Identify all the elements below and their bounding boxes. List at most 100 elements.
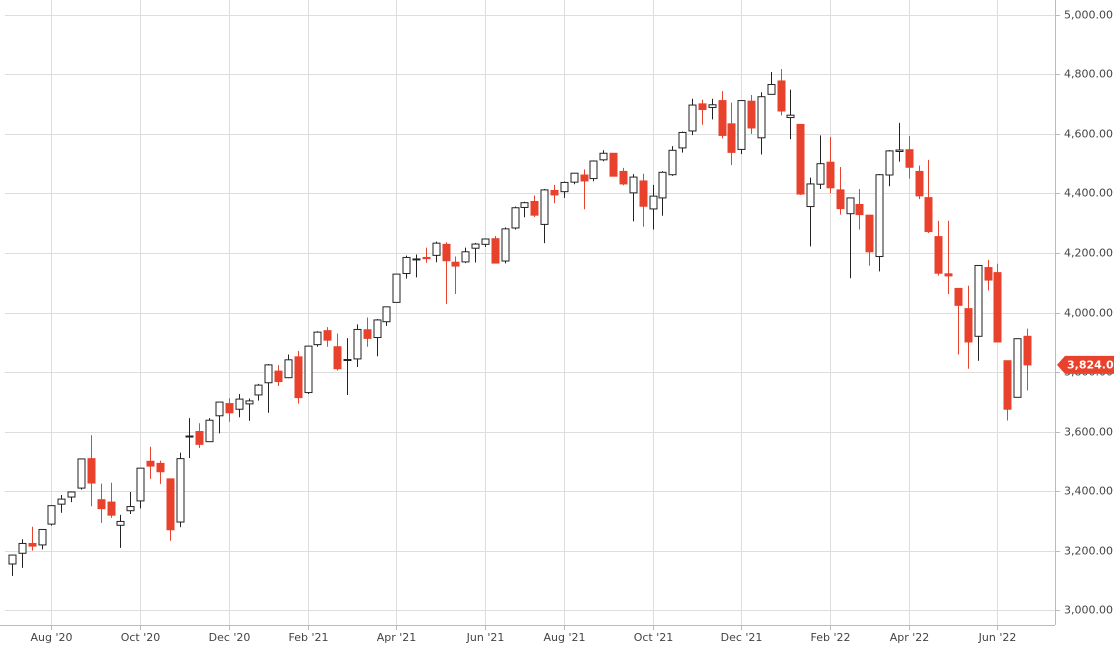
candle-body — [156, 462, 165, 473]
candle-body — [166, 478, 175, 531]
candle-body — [185, 435, 194, 438]
candle-body — [195, 431, 204, 445]
candle-body — [589, 160, 598, 180]
candle-body — [77, 458, 86, 489]
candle-body — [481, 238, 490, 245]
candle-body — [826, 161, 835, 189]
candle-body — [461, 251, 470, 263]
candle-body — [323, 330, 332, 341]
candle-body — [1023, 335, 1032, 366]
candle-body — [698, 103, 707, 111]
candle-body — [294, 356, 303, 399]
candle-body — [924, 197, 933, 233]
candle-body — [471, 243, 480, 249]
candle-body — [1013, 338, 1022, 398]
candle-body — [540, 189, 549, 225]
candle-body — [530, 200, 539, 216]
candle-body — [905, 149, 914, 168]
candle-body — [353, 328, 362, 360]
candle-body — [373, 319, 382, 339]
candle-body — [786, 114, 795, 119]
candle-body — [737, 100, 746, 150]
candle-body — [767, 84, 776, 95]
candle-body — [491, 238, 500, 264]
last-price-tag — [1057, 355, 1114, 374]
candle-body — [708, 104, 717, 108]
candle-body — [865, 214, 874, 253]
candle-body — [333, 346, 342, 370]
candle-body — [915, 170, 924, 197]
candle-body — [688, 104, 697, 132]
y-tick-label: 4,200.00 — [1064, 247, 1113, 260]
last-price-label: 3,824.00 — [1067, 358, 1117, 371]
candle-body — [57, 498, 66, 505]
candle-body — [639, 180, 648, 207]
candle-body — [205, 419, 214, 443]
candle-body — [254, 384, 263, 396]
x-tick-label: Oct '21 — [634, 631, 674, 644]
candle-body — [599, 152, 608, 161]
candle-body — [944, 273, 953, 277]
x-tick-label: Apr '21 — [377, 631, 417, 644]
candle-body — [520, 202, 529, 208]
candle-body — [718, 100, 727, 136]
candle-body — [964, 308, 973, 343]
candle-body — [580, 174, 589, 182]
x-tick-label: Jun '21 — [466, 631, 505, 644]
y-tick-label: 5,000.00 — [1064, 9, 1113, 22]
candle-body — [974, 264, 983, 337]
candle-body — [934, 236, 943, 274]
candle-body — [619, 170, 628, 185]
candle-body — [806, 183, 815, 208]
x-tick-label: Aug '20 — [31, 631, 73, 644]
x-tick-label: Apr '22 — [890, 631, 930, 644]
candle-body — [560, 181, 569, 193]
candle-body — [777, 80, 786, 112]
candle-body — [313, 331, 322, 346]
candle-body — [116, 520, 125, 526]
candle-body — [629, 176, 638, 194]
y-tick-label: 4,600.00 — [1064, 128, 1113, 141]
candle-body — [107, 501, 116, 516]
candle-body — [235, 398, 244, 410]
candle-body — [402, 256, 411, 275]
candle-body — [274, 370, 283, 383]
y-tick-label: 3,600.00 — [1064, 426, 1113, 439]
candle-body — [550, 189, 559, 196]
candle-body — [28, 542, 37, 547]
candle-body — [412, 258, 421, 261]
y-tick-label: 4,000.00 — [1064, 307, 1113, 320]
candle-body — [176, 458, 185, 523]
candle-body — [245, 400, 254, 405]
candle-body — [570, 172, 579, 183]
x-tick-label: Feb '21 — [289, 631, 329, 644]
candle-body — [136, 467, 145, 502]
candle-body — [816, 163, 825, 185]
x-tick-label: Dec '20 — [209, 631, 251, 644]
candle-body — [225, 403, 234, 414]
candle-body — [796, 123, 805, 195]
candle-body — [895, 149, 904, 152]
candle-body — [875, 174, 884, 258]
y-tick-label: 4,800.00 — [1064, 68, 1113, 81]
candle-body — [392, 273, 401, 303]
candle-body — [126, 506, 135, 512]
x-tick-label: Jun '22 — [978, 631, 1017, 644]
candle-body — [757, 96, 766, 139]
candle-body — [87, 458, 96, 484]
candle-body — [649, 195, 658, 210]
candle-body — [215, 401, 224, 417]
y-tick-label: 4,400.00 — [1064, 187, 1113, 200]
candle-body — [67, 491, 76, 498]
candle-body — [8, 554, 17, 565]
candle-body — [954, 287, 963, 306]
candle-body — [38, 528, 47, 546]
candle-body — [1003, 360, 1012, 410]
candle-body — [442, 243, 451, 262]
candle-body — [382, 306, 391, 323]
y-tick-label: 3,400.00 — [1064, 485, 1113, 498]
candle-body — [984, 267, 993, 281]
